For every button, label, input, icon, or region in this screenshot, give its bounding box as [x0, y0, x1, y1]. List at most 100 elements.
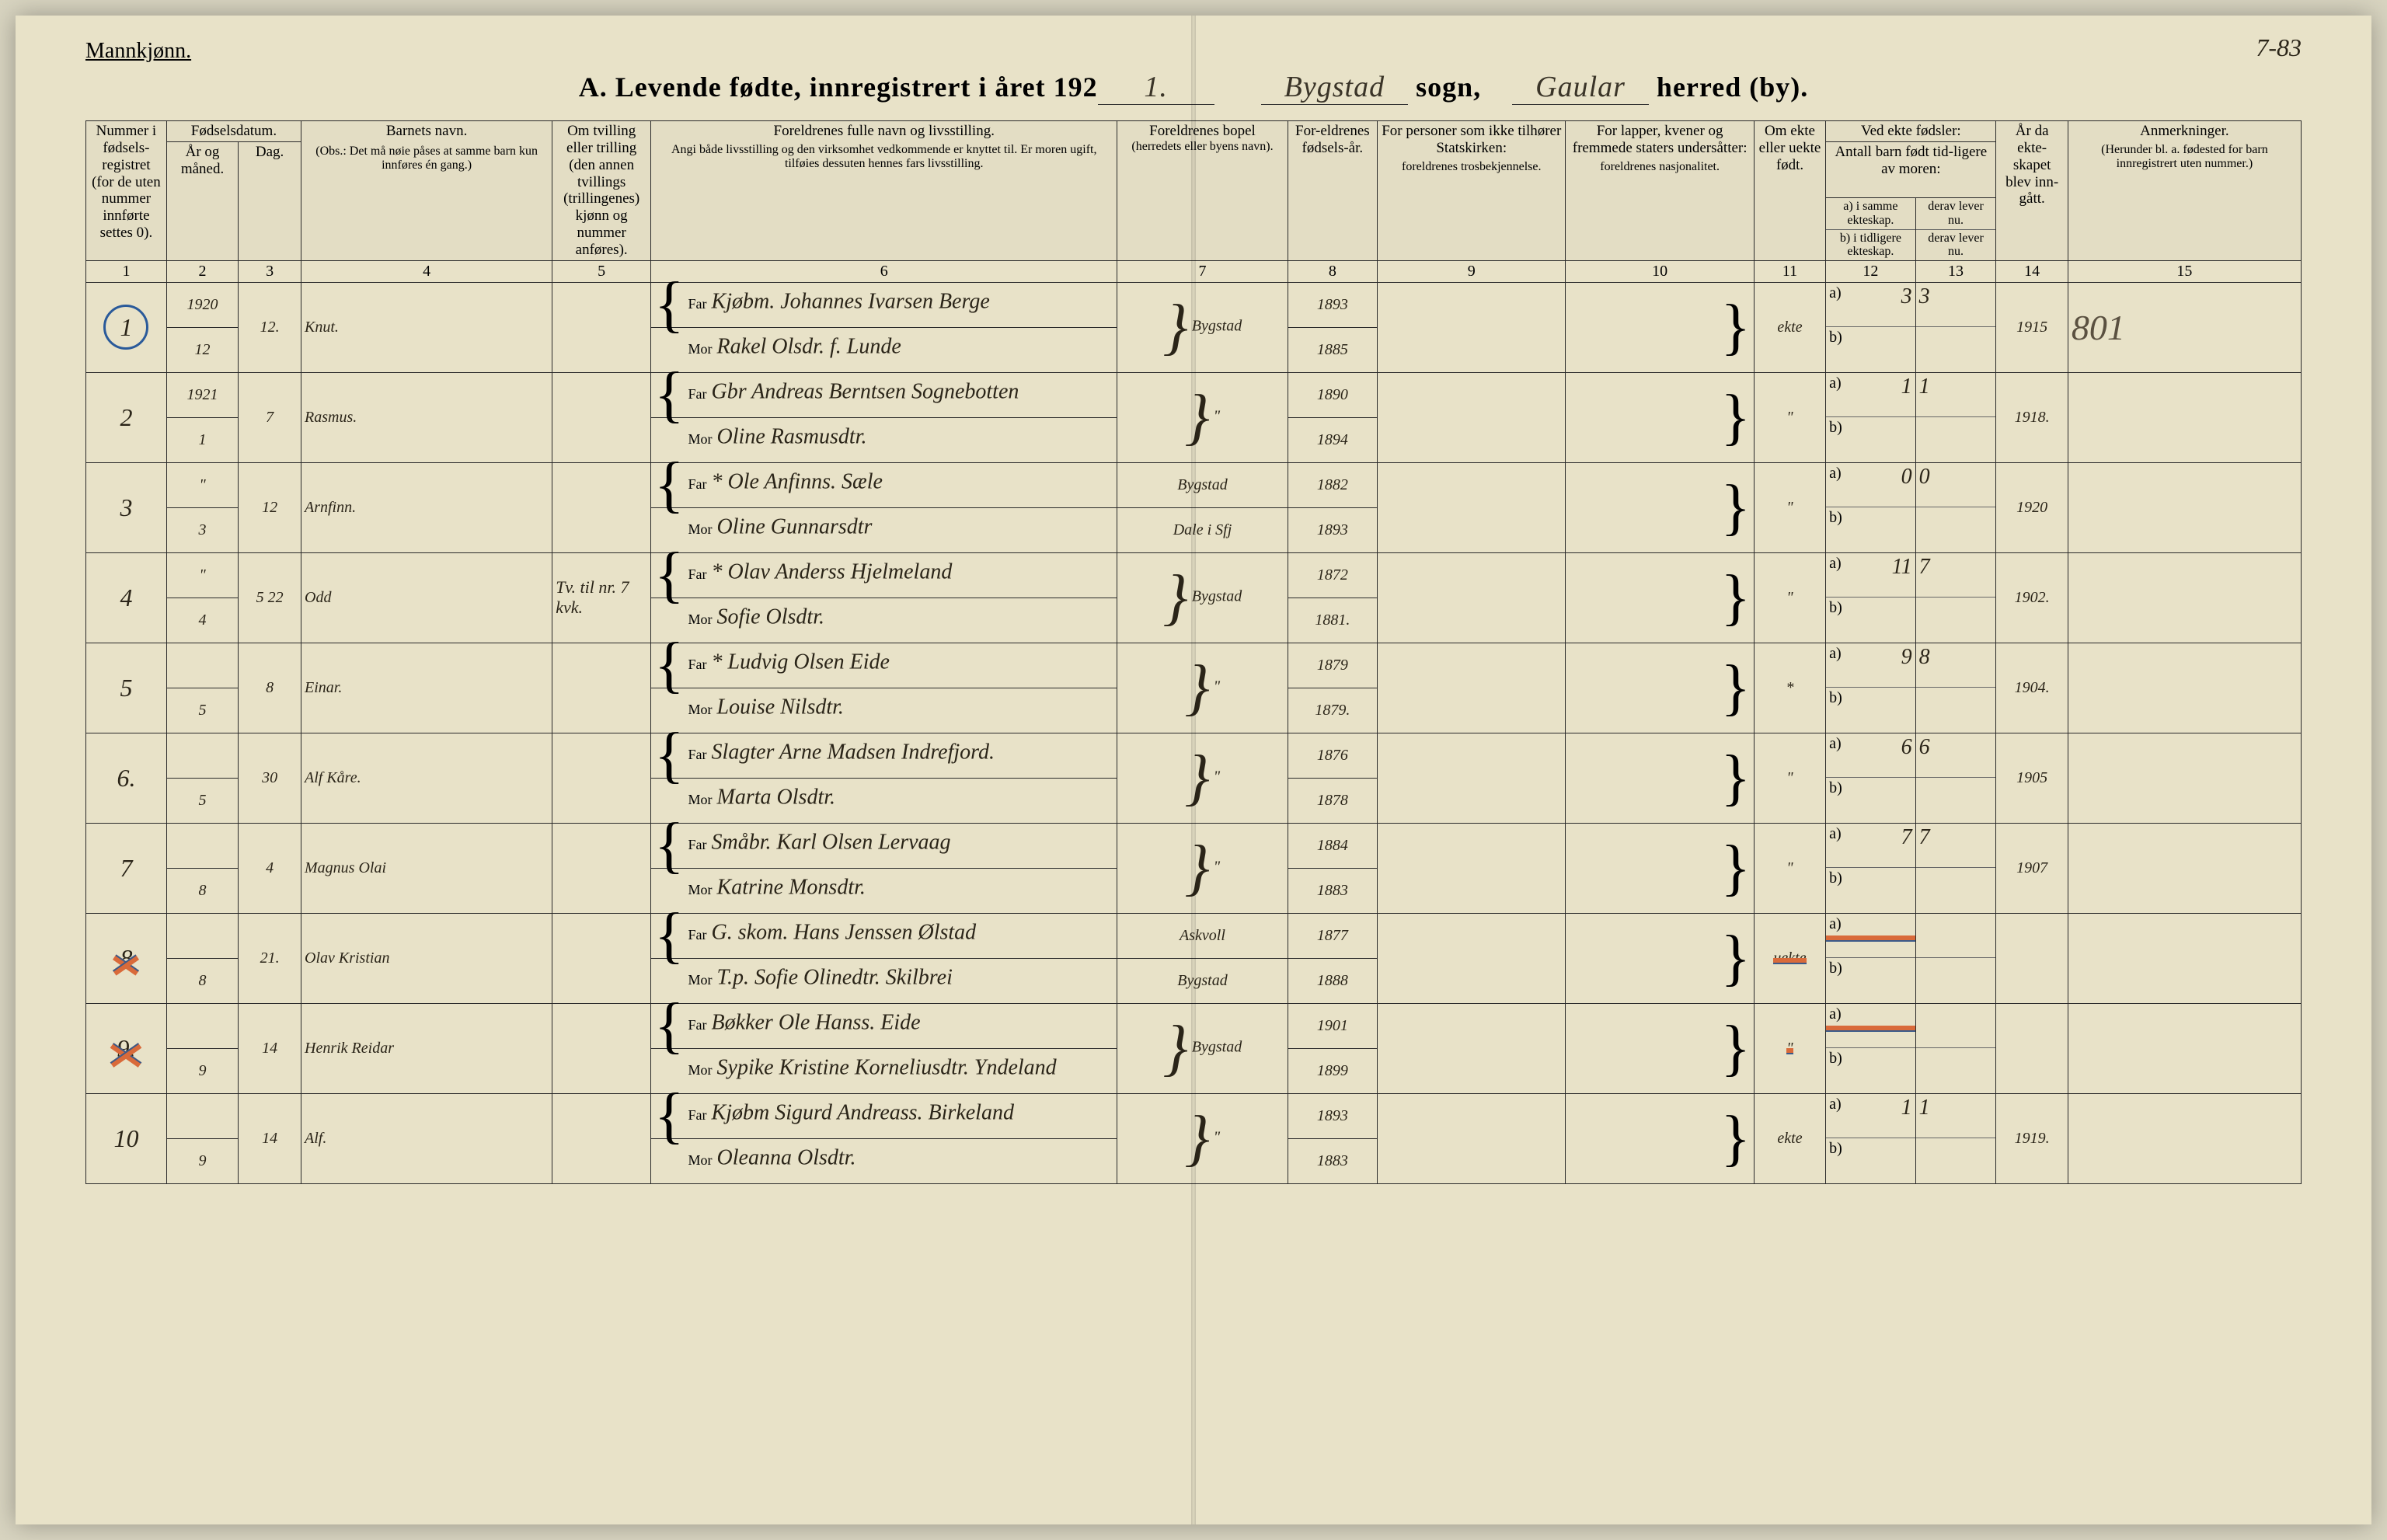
page-title: A. Levende fødte, innregistrert i året 1…: [85, 70, 2302, 105]
col-10-note: foreldrenes nasjonalitet.: [1569, 160, 1750, 174]
residence-far: Askvoll: [1117, 913, 1288, 958]
confession: [1378, 372, 1566, 462]
herred-label: herred (by).: [1657, 71, 1808, 103]
father-birth-year: 1893: [1288, 1093, 1377, 1138]
birth-day: 4: [239, 823, 301, 913]
child-name: Alf Kåre.: [301, 733, 552, 823]
father-name: { FarKjøbm. Johannes Ivarsen Berge: [651, 282, 1117, 327]
father-name: { Far* Olav Anderss Hjelmeland: [651, 552, 1117, 598]
mother-birth-year: 1893: [1288, 507, 1377, 552]
father-name: { FarSlagter Arne Madsen Indrefjord.: [651, 733, 1117, 778]
marriage-year: 1902.: [1996, 552, 2068, 643]
col-10-header: For lapper, kvener og fremmede staters u…: [1566, 121, 1754, 261]
col-4-header: Barnets navn. (Obs.: Det må nøie påses a…: [301, 121, 552, 261]
colnum: 2: [166, 260, 238, 282]
legitimacy: ": [1754, 372, 1825, 462]
confession: [1378, 1093, 1566, 1183]
birth-day: 30: [239, 733, 301, 823]
col-11-header: Om ekte eller uekte født.: [1754, 121, 1825, 261]
confession: [1378, 643, 1566, 733]
colnum: 5: [552, 260, 651, 282]
birth-year: 1921: [166, 372, 238, 417]
col-4-note: (Obs.: Det må nøie påses at samme barn k…: [305, 145, 549, 173]
residence: } ": [1117, 1093, 1288, 1183]
table-row: 1192012.Knut.{ FarKjøbm. Johannes Ivarse…: [86, 282, 2302, 372]
child-name: Knut.: [301, 282, 552, 372]
col-12b: b) i tidligere ekteskap.: [1826, 230, 1915, 260]
child-name: Odd: [301, 552, 552, 643]
nationality: }: [1566, 462, 1754, 552]
col-2-3-group: Fødselsdatum.: [166, 121, 301, 142]
birth-month: 9: [166, 1138, 238, 1183]
legitimacy: ekte: [1754, 1093, 1825, 1183]
col-13a: derav lever nu.: [1916, 198, 1996, 229]
colnum: 1: [86, 260, 167, 282]
father-birth-year: 1877: [1288, 913, 1377, 958]
mother-name: { MorSypike Kristine Korneliusdtr. Yndel…: [651, 1048, 1117, 1093]
nationality: }: [1566, 372, 1754, 462]
col-1-header: Nummer i fødsels-registret (for de uten …: [86, 121, 167, 261]
col-9-title: For personer som ikke tilhører Statskirk…: [1381, 123, 1562, 157]
confession: [1378, 552, 1566, 643]
legitimacy: ": [1754, 552, 1825, 643]
nationality: }: [1566, 282, 1754, 372]
birth-month: 9: [166, 1048, 238, 1093]
nationality: }: [1566, 733, 1754, 823]
residence: } ": [1117, 733, 1288, 823]
residence-far: Bygstad: [1117, 462, 1288, 507]
table-row: 821.Olav Kristian{ FarG. skom. Hans Jens…: [86, 913, 2302, 1003]
children-same-marriage: a) 6b): [1826, 733, 1915, 823]
mother-name: { MorLouise Nilsdtr.: [651, 688, 1117, 733]
birth-month: 5: [166, 778, 238, 823]
colnum: 7: [1117, 260, 1288, 282]
col-10-title: For lapper, kvener og fremmede staters u…: [1569, 123, 1750, 157]
children-same-marriage: a) b): [1826, 913, 1915, 1003]
col-7-header: Foreldrenes bopel (herredets eller byens…: [1117, 121, 1288, 261]
col-2-header: År og måned.: [166, 141, 238, 260]
birth-year: [166, 1003, 238, 1048]
col-7-title: Foreldrenes bopel: [1120, 123, 1284, 140]
mother-birth-year: 1885: [1288, 327, 1377, 372]
col-13-header: derav lever nu. derav lever nu.: [1915, 198, 1996, 260]
children-living: 0: [1915, 462, 1996, 552]
child-name: Rasmus.: [301, 372, 552, 462]
col-12-13-sub: Antall barn født tid-ligere av moren:: [1826, 141, 1996, 198]
mother-birth-year: 1899: [1288, 1048, 1377, 1093]
residence: } ": [1117, 643, 1288, 733]
father-birth-year: 1901: [1288, 1003, 1377, 1048]
colnum: 8: [1288, 260, 1377, 282]
table-row: 6.30Alf Kåre.{ FarSlagter Arne Madsen In…: [86, 733, 2302, 823]
row-number: 1: [86, 282, 167, 372]
mother-name: { MorRakel Olsdr. f. Lunde: [651, 327, 1117, 372]
child-name: Alf.: [301, 1093, 552, 1183]
mother-name: { MorOline Gunnarsdtr: [651, 507, 1117, 552]
birth-year: [166, 733, 238, 778]
row-number: 8: [86, 913, 167, 1003]
col-12a: a) i samme ekteskap.: [1826, 198, 1915, 229]
row-number: 10: [86, 1093, 167, 1183]
child-name: Magnus Olai: [301, 823, 552, 913]
col-6-note: Angi både livsstilling og den virksomhet…: [654, 143, 1113, 172]
residence: } ": [1117, 823, 1288, 913]
birth-month: 4: [166, 598, 238, 643]
birth-day: 12: [239, 462, 301, 552]
table-row: 58Einar.{ Far* Ludvig Olsen Eide} "1879}…: [86, 643, 2302, 733]
birth-year: [166, 1093, 238, 1138]
register-table: Nummer i fødsels-registret (for de uten …: [85, 120, 2302, 1184]
children-living: 6: [1915, 733, 1996, 823]
father-birth-year: 1893: [1288, 282, 1377, 327]
col-14-header: År da ekte-skapet blev inn-gått.: [1996, 121, 2068, 261]
table-row: 4"5 22OddTv. til nr. 7 kvk.{ Far* Olav A…: [86, 552, 2302, 643]
birth-year: ": [166, 462, 238, 507]
title-prefix: A. Levende fødte, innregistrert i året 1…: [579, 71, 1098, 103]
birth-day: 21.: [239, 913, 301, 1003]
col-8-header: For-eldrenes fødsels-år.: [1288, 121, 1377, 261]
marriage-year: 1904.: [1996, 643, 2068, 733]
twin-note: [552, 372, 651, 462]
children-living: 8: [1915, 643, 1996, 733]
table-row: 3"12Arnfinn.{ Far* Ole Anfinns. SæleBygs…: [86, 462, 2302, 552]
table-row: 1014Alf.{ FarKjøbm Sigurd Andreass. Birk…: [86, 1093, 2302, 1183]
mother-name: { MorKatrine Monsdtr.: [651, 868, 1117, 913]
marriage-year: 1907: [1996, 823, 2068, 913]
legitimacy: ": [1754, 462, 1825, 552]
